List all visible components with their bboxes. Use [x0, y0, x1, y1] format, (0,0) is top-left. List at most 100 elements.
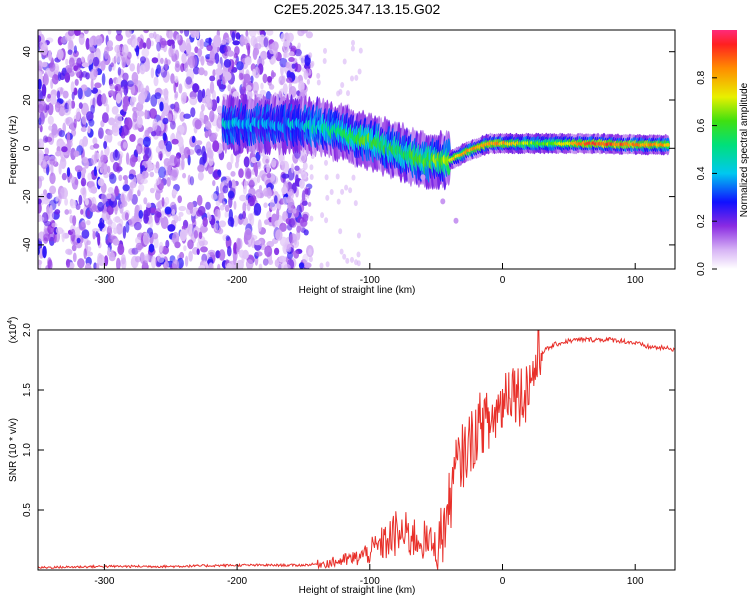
noise-cell — [181, 158, 185, 171]
noise-cell — [129, 96, 135, 108]
noise-cell — [264, 219, 270, 225]
noise-cell — [169, 169, 176, 177]
noise-cell — [168, 46, 174, 58]
noise-cell — [303, 229, 309, 236]
noise-cell — [189, 176, 195, 186]
noise-cell — [282, 83, 288, 95]
noise-cell — [325, 261, 330, 268]
noise-cell — [92, 56, 100, 67]
noise-cell — [170, 73, 175, 84]
noise-cell — [183, 146, 191, 159]
noise-cell — [211, 193, 218, 201]
noise-cell — [97, 201, 105, 212]
noise-cell — [62, 122, 66, 133]
spectrogram-ylabel: Frequency (Hz) — [8, 116, 19, 185]
noise-cell — [86, 220, 91, 226]
noise-cell — [322, 58, 327, 64]
noise-cell — [137, 155, 141, 163]
noise-cell — [131, 194, 138, 205]
noise-cell — [199, 38, 204, 50]
noise-cell — [122, 72, 129, 81]
noise-cell — [245, 30, 249, 38]
noise-cell — [47, 115, 54, 125]
spectrogram-x-tick-label: 100 — [627, 275, 644, 286]
noise-cell — [246, 168, 252, 178]
noise-cell — [241, 255, 245, 264]
noise-cell — [85, 37, 90, 50]
noise-cell — [84, 198, 89, 206]
noise-cell — [270, 175, 279, 185]
noise-cell — [236, 61, 244, 71]
noise-cell — [256, 192, 261, 199]
noise-cell — [96, 258, 103, 265]
noise-cell — [196, 248, 200, 256]
noise-cell — [294, 48, 302, 57]
noise-cell — [270, 70, 275, 80]
noise-cell — [97, 178, 105, 187]
noise-cell — [106, 129, 114, 136]
noise-cell — [38, 103, 44, 114]
noise-cell — [47, 102, 54, 116]
noise-cell — [336, 90, 341, 97]
noise-cell — [217, 192, 225, 204]
noise-cell — [151, 57, 159, 64]
noise-cell — [214, 52, 220, 64]
noise-cell — [54, 101, 61, 113]
spectrogram-x-tick-label: -200 — [227, 275, 247, 286]
noise-cell — [78, 221, 87, 231]
noise-cell — [232, 215, 239, 227]
noise-cell — [277, 262, 283, 269]
noise-cell — [173, 111, 178, 120]
noise-cell — [207, 128, 212, 137]
noise-cell — [75, 203, 81, 210]
noise-cell — [166, 161, 172, 172]
noise-cell — [190, 31, 197, 38]
noise-cell — [107, 30, 112, 35]
noise-cell — [173, 101, 180, 114]
noise-cell — [260, 82, 264, 90]
noise-cell — [61, 146, 68, 153]
noise-cell — [116, 257, 121, 269]
noise-cell — [47, 93, 51, 99]
noise-cell — [177, 195, 182, 204]
noise-cell — [236, 237, 241, 251]
noise-cell — [136, 62, 141, 75]
noise-cell — [62, 90, 69, 99]
noise-cell — [323, 47, 327, 54]
noise-cell — [125, 30, 132, 38]
noise-cell — [90, 78, 94, 91]
noise-cell — [152, 232, 159, 240]
noise-cell — [100, 163, 109, 175]
noise-cell — [115, 33, 124, 42]
noise-cell — [113, 227, 118, 235]
signal-tail-cell — [453, 217, 459, 224]
noise-cell — [346, 90, 350, 97]
spectrogram-x-tick-label: 0 — [500, 275, 506, 286]
noise-cell — [243, 156, 250, 168]
noise-cell — [305, 31, 313, 39]
noise-cell — [55, 195, 59, 202]
snr-series-line — [38, 330, 675, 570]
noise-cell — [84, 262, 92, 269]
noise-cell — [259, 30, 265, 36]
noise-cell — [55, 150, 62, 157]
noise-cell — [52, 74, 59, 85]
spectrogram-y-tick-label: -40 — [22, 237, 33, 252]
noise-cell — [258, 185, 263, 191]
noise-cell — [155, 161, 160, 170]
noise-cell — [109, 252, 115, 258]
noise-cell — [265, 158, 269, 164]
noise-cell — [83, 248, 87, 260]
noise-cell — [137, 36, 141, 43]
noise-cell — [41, 61, 48, 68]
snr-scale-suffix: ) — [8, 317, 19, 320]
noise-cell — [72, 252, 77, 263]
noise-cell — [291, 63, 296, 69]
noise-cell — [254, 164, 258, 177]
noise-cell — [114, 113, 123, 125]
noise-cell — [114, 189, 119, 196]
noise-cell — [304, 188, 309, 195]
noise-cell — [185, 76, 193, 85]
noise-cell — [78, 194, 83, 206]
noise-cell — [342, 253, 347, 260]
